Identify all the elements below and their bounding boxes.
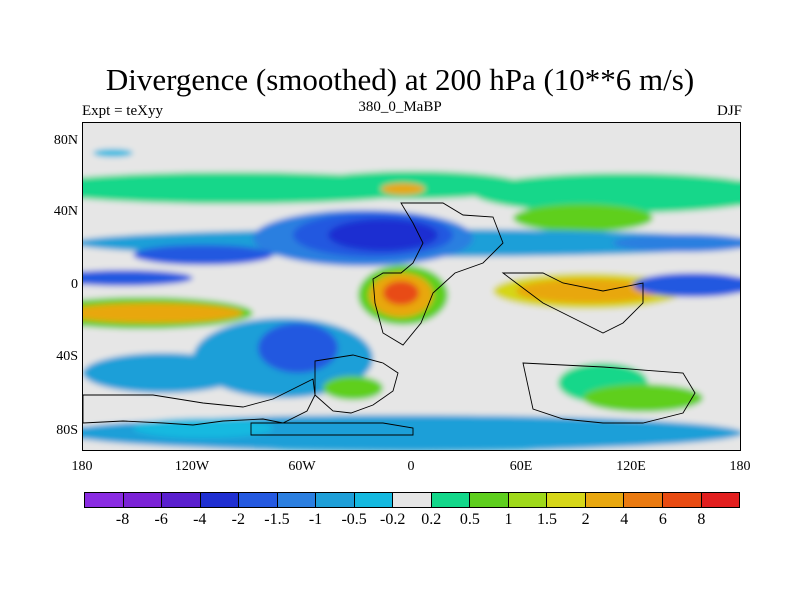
- negative-zone-pacific-east: [633, 273, 740, 297]
- colorbar-box: [354, 493, 394, 507]
- colorbar-box: [701, 493, 740, 507]
- map-panel: [82, 122, 741, 451]
- season-label: DJF: [716, 103, 742, 119]
- colorbar-tick-label: -2: [231, 511, 246, 528]
- lat-label-equator: 0: [71, 277, 78, 292]
- colorbar-tick-label: 1.5: [537, 511, 558, 528]
- colorbar-tick-label: 6: [658, 511, 667, 528]
- colorbar-box: [585, 493, 625, 507]
- colorbar-box: [277, 493, 317, 507]
- colorbar-tick-label: 2: [581, 511, 590, 528]
- lat-label-40n: 40N: [53, 204, 78, 219]
- lon-label-180e: 180: [729, 459, 751, 474]
- continent-outlines: [83, 202, 696, 436]
- positive-band-north-east: [473, 173, 740, 213]
- colorbar-box: [547, 493, 586, 507]
- negative-patch-arctic: [93, 149, 133, 157]
- colorbar-tick-label: 1: [504, 511, 513, 528]
- colorbar-box: [316, 493, 355, 507]
- colorbar-box: [85, 493, 124, 507]
- negative-core-south-pacific: [258, 323, 338, 373]
- colorbar-box: [431, 493, 471, 507]
- lat-label-40s: 40S: [56, 349, 78, 364]
- negative-core-central: [328, 219, 438, 251]
- colorbar-tick-label: -6: [154, 511, 168, 528]
- colorbar-tick-label: 8: [697, 511, 706, 528]
- antarctic-sector-outline: [522, 362, 696, 424]
- southern-landmass-outline: [83, 378, 316, 426]
- positive-core-tropics-west: [83, 303, 243, 323]
- lon-label-0: 0: [407, 459, 415, 474]
- negative-zone-pacific-west: [83, 270, 193, 286]
- negative-zone-south-west: [83, 353, 243, 393]
- colorbar-box: [470, 493, 509, 507]
- positive-core-indian-ocean: [516, 279, 660, 303]
- positive-core-north-central: [381, 183, 425, 195]
- south-asia-outline: [501, 272, 644, 334]
- colorbar: [84, 492, 740, 508]
- lon-label-60e: 60E: [509, 459, 533, 474]
- lat-label-80s: 80S: [56, 423, 78, 438]
- colorbar-box: [393, 493, 432, 507]
- south-america-outline: [314, 354, 399, 414]
- colorbar-tick-label: -0.2: [380, 511, 406, 528]
- lon-label-60w: 60W: [288, 459, 316, 474]
- colorbar-box: [239, 493, 278, 507]
- lon-label-180w: 180: [71, 459, 93, 474]
- colorbar-box: [508, 493, 548, 507]
- colorbar-tick-label: -1: [308, 511, 323, 528]
- polar-coast-outline: [250, 422, 414, 436]
- lon-label-120e: 120E: [616, 459, 646, 474]
- africa-eurasia-outline: [372, 202, 504, 346]
- colorbar-tick-label: -4: [193, 511, 207, 528]
- positive-core-africa: [383, 281, 419, 305]
- colorbar-box: [662, 493, 702, 507]
- negative-band-east: [613, 234, 740, 252]
- experiment-label: Expt = teXyy: [82, 103, 163, 119]
- period-label: 380_0_MaBP: [358, 99, 442, 115]
- colorbar-box: [162, 493, 201, 507]
- lon-label-120w: 120W: [174, 459, 210, 474]
- colorbar-tick-label: -8: [115, 511, 130, 528]
- colorbar-tick-label: 0.5: [459, 511, 480, 528]
- negative-core-west: [133, 245, 273, 265]
- positive-patch-australia: [583, 384, 703, 412]
- colorbar-tick-label: -1.5: [264, 511, 290, 528]
- plot-title: Divergence (smoothed) at 200 hPa (10**6 …: [105, 62, 695, 97]
- colorbar-tick-label: 0.2: [421, 511, 442, 528]
- colorbar-tick-label: -0.5: [341, 511, 367, 528]
- lat-label-80n: 80N: [53, 133, 78, 148]
- colorbar-tick-label: 4: [620, 511, 629, 528]
- colorbar-box: [624, 493, 663, 507]
- positive-core-north-east: [513, 204, 653, 232]
- colorbar-box: [123, 493, 163, 507]
- positive-patch-south-atlantic: [323, 376, 383, 400]
- colorbar-box: [200, 493, 240, 507]
- divergence-contour-field: [83, 123, 740, 450]
